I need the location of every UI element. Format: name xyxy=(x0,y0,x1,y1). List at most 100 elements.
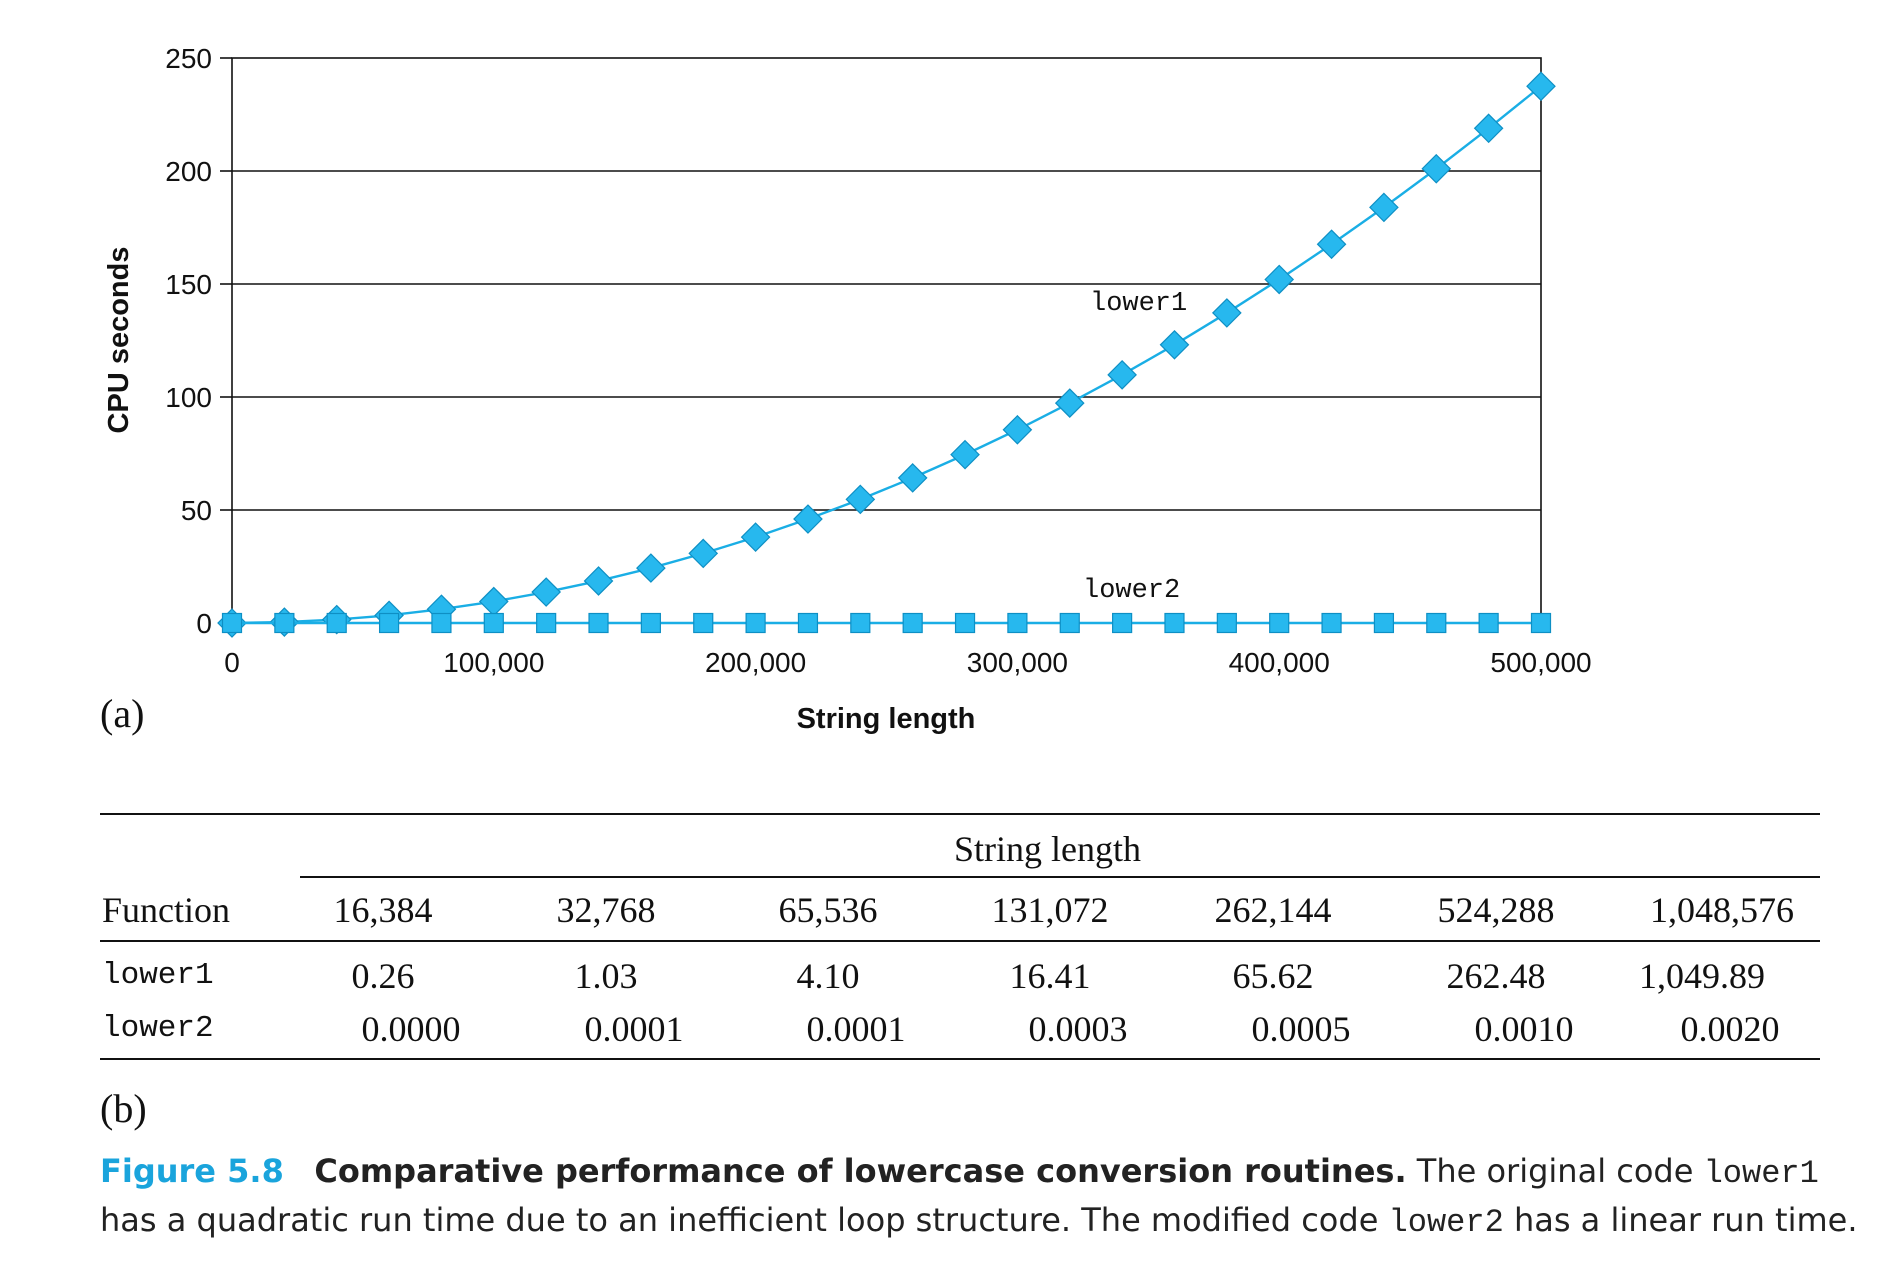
y-axis-ticks: 0 50 100 150 200 250 xyxy=(165,43,232,639)
x-axis-label: String length xyxy=(797,703,976,735)
x-axis-ticks: 0 100,000 200,000 300,000 400,000 500,000 xyxy=(224,623,1592,678)
data-point-lower2 xyxy=(797,612,819,634)
table-cell-lower1: 0.26 xyxy=(351,956,415,996)
data-point-lower1 xyxy=(1264,264,1295,295)
x-tick-label: 300,000 xyxy=(967,647,1068,678)
grid-lines xyxy=(232,170,1541,511)
table-row-header: Function xyxy=(102,890,231,930)
data-point-lower2 xyxy=(1059,612,1080,634)
y-axis-label: CPU seconds xyxy=(103,247,135,434)
x-tick-label: 500,000 xyxy=(1490,647,1591,678)
table-column-header: 524,288 xyxy=(1437,890,1555,930)
caption-text-1: The original code xyxy=(1406,1152,1704,1190)
data-point-lower1 xyxy=(1369,192,1399,223)
data-point-lower1 xyxy=(845,484,876,515)
y-tick-label: 150 xyxy=(165,269,212,300)
data-point-lower2 xyxy=(693,612,714,634)
caption-figure-number: Figure 5.8 xyxy=(100,1152,284,1190)
data-point-lower1 xyxy=(1526,71,1556,102)
series-group xyxy=(217,71,1556,638)
data-point-lower1 xyxy=(1211,298,1242,328)
table-top-rule xyxy=(100,813,1820,815)
panel-label-b: (b) xyxy=(100,1086,147,1131)
data-point-lower1 xyxy=(950,439,980,470)
data-point-lower2 xyxy=(483,612,504,634)
plot-frame xyxy=(231,57,1542,624)
x-tick-label: 100,000 xyxy=(443,647,544,678)
table-column-header: 262,144 xyxy=(1214,890,1332,930)
data-point-lower2 xyxy=(378,612,400,634)
caption-code-2: lower2 xyxy=(1388,1204,1504,1241)
caption-title: Comparative performance of lowercase con… xyxy=(314,1152,1407,1190)
table-column-header: 1,048,576 xyxy=(1650,890,1794,930)
table-cell-lower1: 16.41 xyxy=(1009,956,1091,996)
data-point-lower1 xyxy=(583,566,614,596)
data-point-lower2 xyxy=(431,612,452,634)
caption-text-2: has a quadratic run time due to an ineff… xyxy=(100,1201,1389,1239)
table-cell-lower1: 65.62 xyxy=(1232,956,1314,996)
data-point-lower2 xyxy=(745,612,766,634)
data-point-lower2 xyxy=(1321,612,1342,634)
data-point-lower2 xyxy=(1216,612,1237,634)
data-point-lower2 xyxy=(1112,612,1133,634)
series-line-lower1 xyxy=(231,85,1542,625)
data-point-lower2 xyxy=(274,612,295,634)
x-tick-label: 400,000 xyxy=(1229,647,1330,678)
data-point-lower2 xyxy=(221,612,243,634)
table-row-function-lower2: lower2 xyxy=(102,1011,214,1046)
table-cell-lower1: 262.48 xyxy=(1446,956,1546,996)
y-tick-label: 100 xyxy=(165,382,212,413)
table-cell-lower2: 0.0005 xyxy=(1251,1009,1351,1049)
table-column-header: 65,536 xyxy=(778,890,878,930)
table-header-rule xyxy=(100,940,1820,942)
table-cell-lower1: 1.03 xyxy=(574,956,638,996)
y-tick-label: 0 xyxy=(196,608,212,639)
table-cell-lower2: 0.0000 xyxy=(361,1009,461,1049)
y-tick-label: 250 xyxy=(165,43,212,74)
table-cell-lower1: 1,049.89 xyxy=(1639,956,1765,996)
table-column-header: 16,384 xyxy=(333,890,433,930)
data-point-lower2 xyxy=(536,612,557,634)
table-row-function-lower1: lower1 xyxy=(102,958,214,993)
x-tick-label: 0 xyxy=(224,647,240,678)
table-group-rule xyxy=(300,876,1820,878)
caption-code-1: lower1 xyxy=(1703,1155,1819,1192)
data-point-lower1 xyxy=(478,586,509,617)
data-point-lower2 xyxy=(1269,612,1290,634)
data-point-lower1 xyxy=(1054,388,1085,418)
table-cell-lower2: 0.0010 xyxy=(1474,1009,1574,1049)
data-point-lower1 xyxy=(1107,360,1137,390)
data-point-lower2 xyxy=(640,612,661,634)
performance-chart: 0 50 100 150 200 250 0 100,000 200,000 300,000 40… xyxy=(103,43,1592,735)
series-label-lower2: lower2 xyxy=(1083,576,1180,606)
data-point-lower2 xyxy=(1373,612,1395,634)
data-point-lower2 xyxy=(1007,612,1028,634)
table-cell-lower2: 0.0001 xyxy=(806,1009,906,1049)
data-point-lower1 xyxy=(688,538,719,569)
data-point-lower2 xyxy=(1426,612,1447,634)
table-cell-lower1: 4.10 xyxy=(796,956,860,996)
table-cell-lower2: 0.0001 xyxy=(584,1009,684,1049)
data-point-lower1 xyxy=(1421,153,1452,184)
table-cell-lower2: 0.0020 xyxy=(1680,1009,1780,1049)
x-tick-label: 200,000 xyxy=(705,647,806,678)
data-point-lower1 xyxy=(1316,229,1347,260)
caption-text-3: has a linear run time. xyxy=(1503,1201,1858,1239)
data-point-lower1 xyxy=(740,522,771,552)
table-column-header: 131,072 xyxy=(991,890,1109,930)
data-point-lower2 xyxy=(850,612,871,634)
data-point-lower1 xyxy=(897,463,928,493)
data-point-lower2 xyxy=(902,612,923,634)
figure-caption: Figure 5.8 Comparative performance of lo… xyxy=(100,1148,1860,1246)
data-point-lower2 xyxy=(1478,612,1499,634)
table-column-header: 32,768 xyxy=(556,890,656,930)
table-cell-lower2: 0.0003 xyxy=(1028,1009,1128,1049)
data-point-lower2 xyxy=(588,612,609,634)
y-tick-label: 200 xyxy=(165,156,212,187)
data-point-lower2 xyxy=(326,612,347,634)
panel-label-a: (a) xyxy=(100,691,145,736)
data-point-lower1 xyxy=(636,553,666,583)
data-point-lower1 xyxy=(531,577,562,607)
data-point-lower2 xyxy=(954,612,976,634)
data-point-lower1 xyxy=(1159,329,1190,360)
